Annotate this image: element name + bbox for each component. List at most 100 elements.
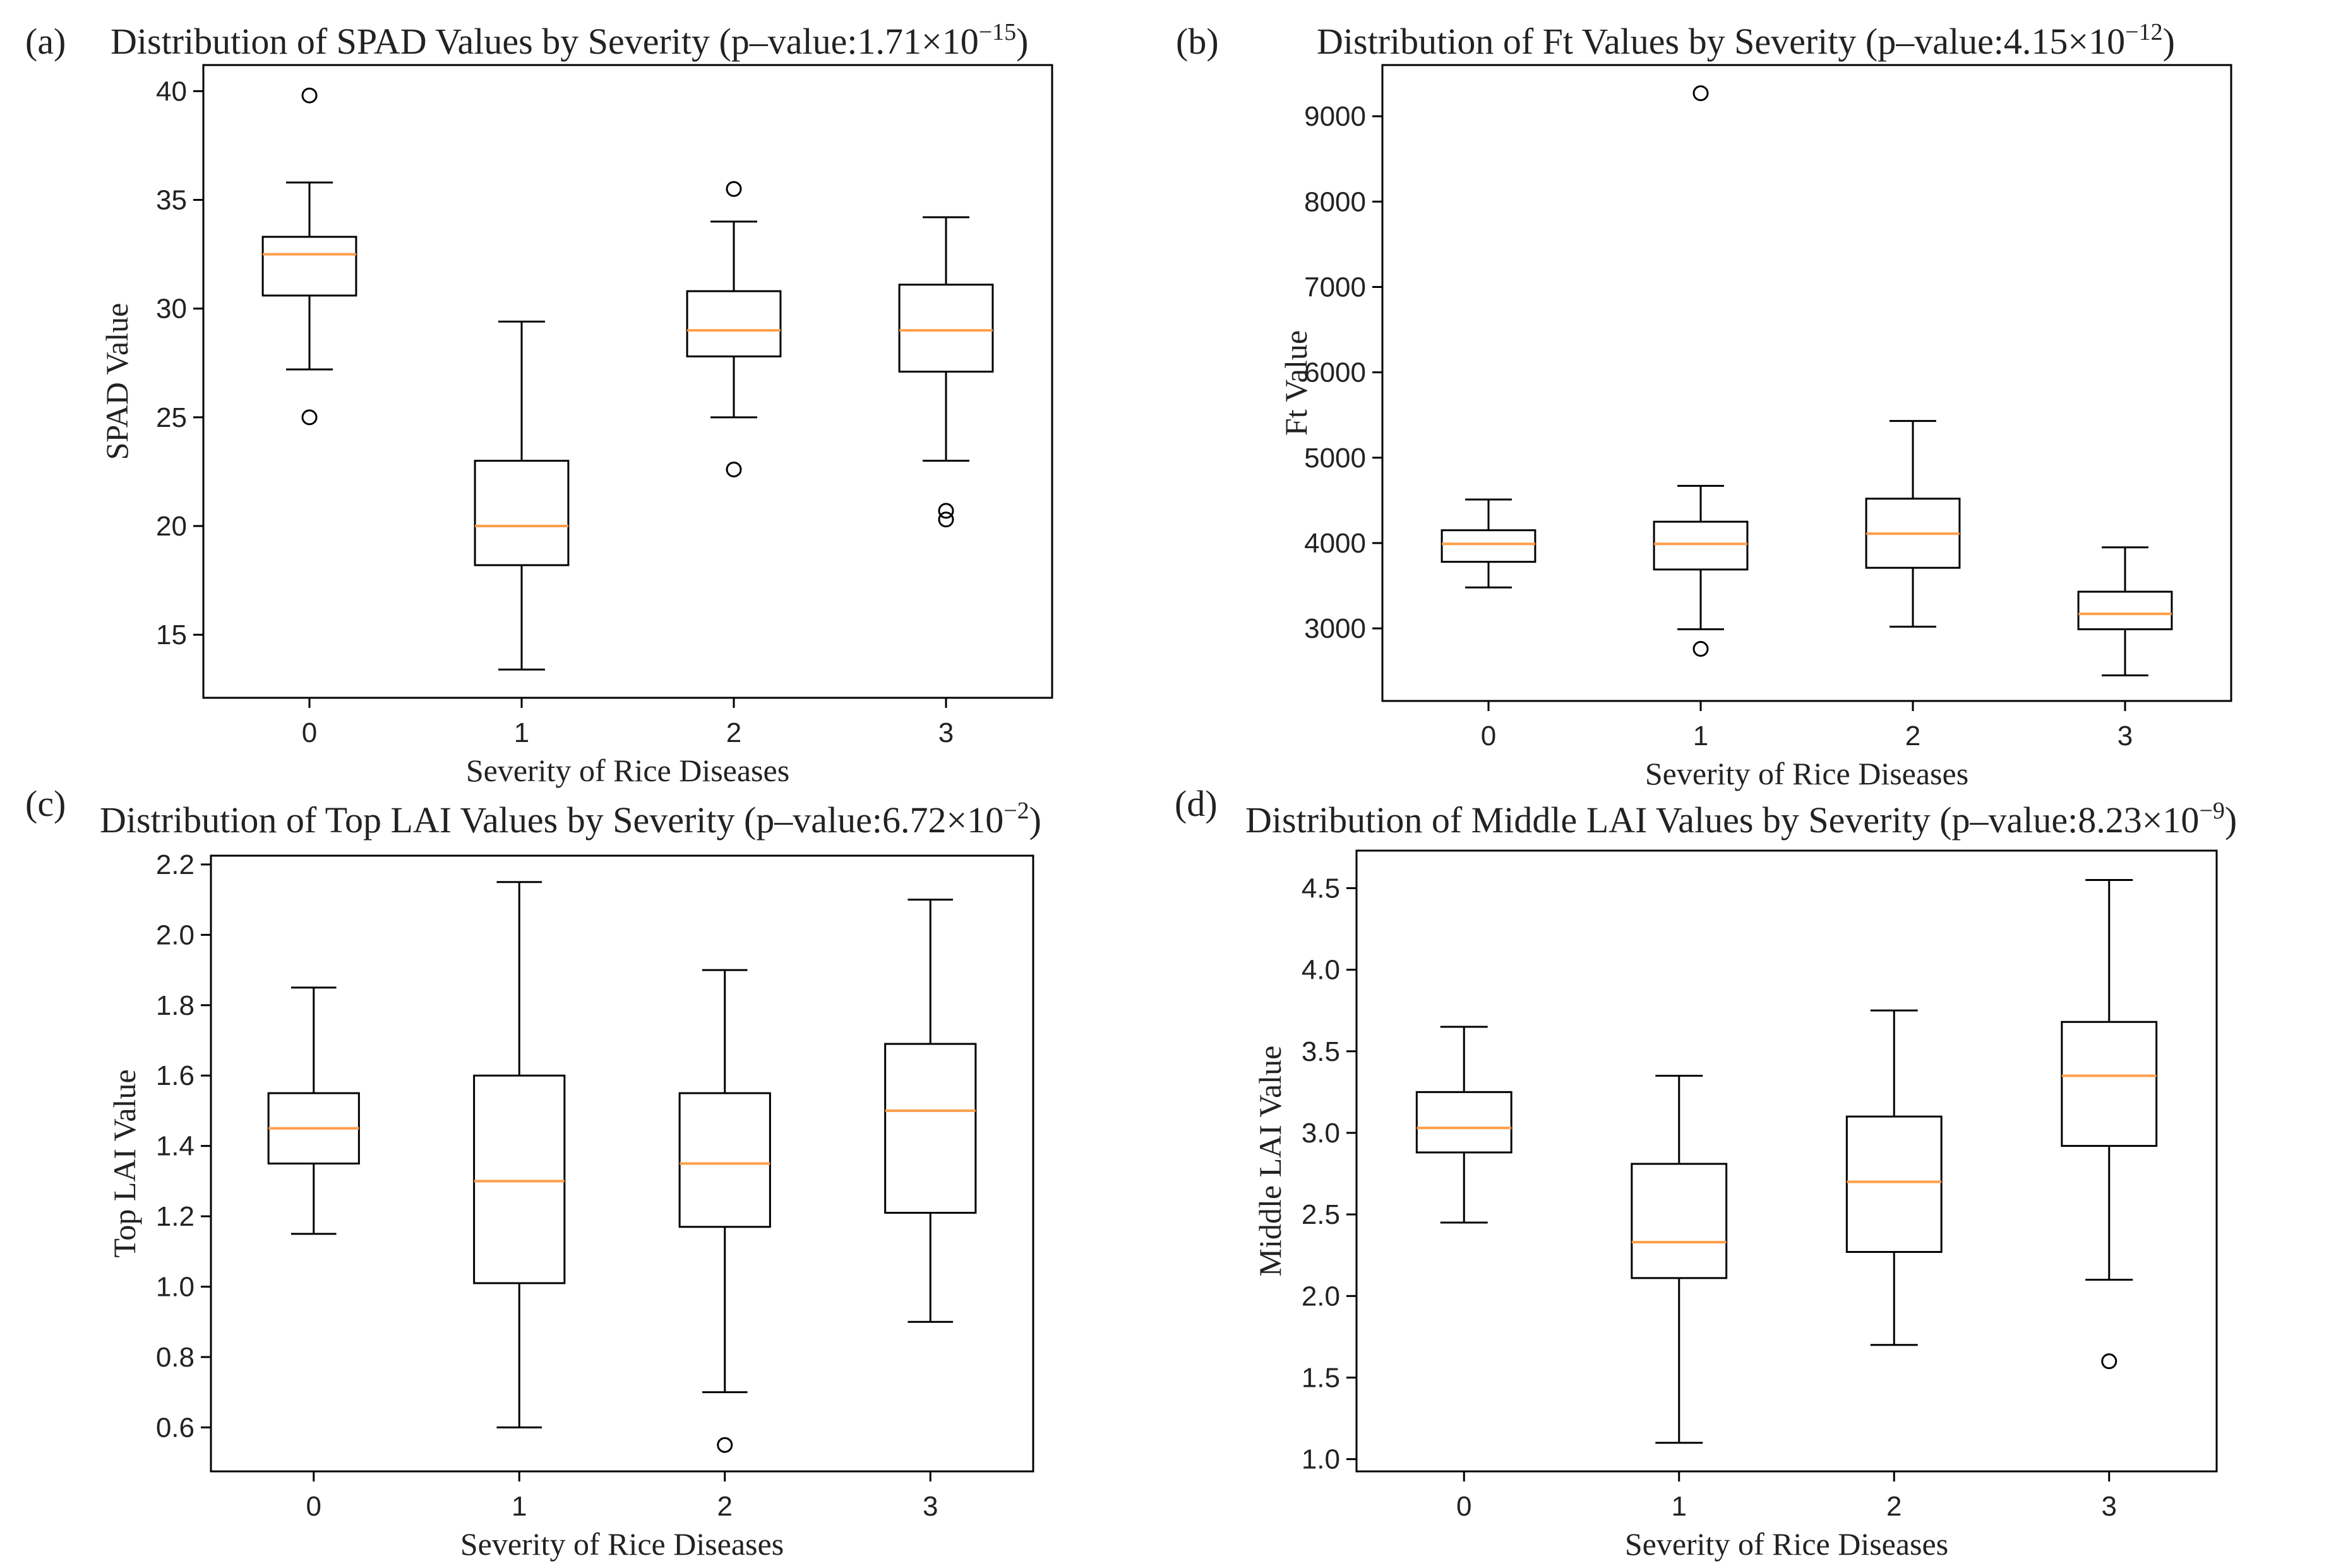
panel-b: (b) Distribution of Ft Values by Severity… [1176, 19, 2232, 791]
x-tick-label: 3 [938, 717, 954, 748]
box-category-3 [898, 216, 994, 528]
box-category-3 [884, 899, 977, 1323]
iqr-box [1631, 1163, 1728, 1279]
y-tick-label: 1.5 [1302, 1362, 1340, 1393]
outlier-point [2101, 1353, 2117, 1370]
iqr-box [2077, 590, 2173, 630]
y-tick-label: 6000 [1304, 357, 1366, 388]
iqr-box [1845, 1115, 1943, 1254]
x-tick-label: 0 [1481, 721, 1496, 751]
y-tick-label: 3.0 [1302, 1118, 1340, 1149]
chart-title-exponent: −2 [1003, 798, 1029, 824]
panel-c: (c) Distribution of Top LAI Values by Sev… [25, 783, 1041, 1562]
box-category-0 [1441, 498, 1536, 589]
outlier-point [726, 461, 742, 477]
y-tick-label: 40 [156, 76, 187, 107]
y-tick-label: 2.0 [1302, 1281, 1340, 1312]
iqr-box [678, 1092, 771, 1228]
outlier-point [301, 409, 318, 426]
box-category-2 [686, 181, 782, 477]
chart-title-exponent: −15 [979, 19, 1016, 45]
iqr-box [898, 284, 994, 373]
chart-title-exponent: −9 [2199, 798, 2224, 824]
box-category-2 [1845, 1009, 1943, 1346]
outlier-point [726, 181, 742, 197]
x-tick-label: 2 [1905, 721, 1920, 751]
x-tick-label: 2 [726, 717, 741, 748]
y-tick-label: 8000 [1304, 186, 1366, 217]
x-tick-label: 1 [514, 717, 529, 748]
panel-label: (a) [25, 21, 66, 62]
x-tick-label: 2 [1886, 1491, 1902, 1522]
iqr-box [1441, 529, 1536, 563]
chart-title-exponent: −12 [2125, 19, 2162, 45]
box-category-3 [2061, 879, 2158, 1370]
x-axis-label: Severity of Rice Diseases [1645, 756, 1968, 791]
y-tick-label: 0.8 [156, 1342, 195, 1373]
iqr-box [474, 460, 570, 566]
plot-frame [210, 854, 1034, 1473]
panel-label: (c) [25, 783, 66, 824]
y-tick-label: 15 [156, 619, 187, 650]
box-category-2 [678, 969, 771, 1453]
y-tick-label: 1.6 [156, 1060, 195, 1091]
chart-title: Distribution of Middle LAI Values by Sev… [1245, 798, 2237, 841]
y-axis-label: Middle LAI Value [1252, 1046, 1288, 1277]
x-tick-label: 2 [717, 1491, 733, 1522]
outlier-point [301, 87, 318, 104]
x-axis-label: Severity of Rice Diseases [1625, 1526, 1948, 1562]
x-tick-label: 1 [1672, 1491, 1687, 1522]
chart-title-main: Distribution of Ft Values by Severity (p… [1317, 21, 2125, 62]
y-axis-label: Ft Value [1278, 330, 1314, 436]
x-tick-label: 1 [512, 1491, 527, 1522]
y-tick-label: 0.6 [156, 1412, 195, 1443]
y-tick-label: 25 [156, 402, 187, 433]
x-axis-label: Severity of Rice Diseases [460, 1526, 784, 1562]
outlier-point [938, 512, 954, 528]
plot-frame [1355, 849, 2218, 1473]
plot-frame [1381, 64, 2232, 702]
x-axis-label: Severity of Rice Diseases [466, 753, 789, 788]
x-tick-label: 3 [2102, 1491, 2117, 1522]
box-category-3 [2077, 546, 2173, 676]
box-category-0 [261, 87, 357, 426]
chart-title-suffix: ) [2225, 799, 2237, 841]
iqr-box [884, 1043, 977, 1214]
chart-title: Distribution of Ft Values by Severity (p… [1317, 19, 2175, 62]
y-tick-label: 1.0 [1302, 1444, 1340, 1475]
x-tick-label: 1 [1693, 721, 1708, 751]
y-tick-label: 30 [156, 294, 187, 325]
iqr-box [686, 290, 782, 357]
box-category-1 [1653, 85, 1749, 657]
y-tick-label: 2.0 [156, 919, 195, 950]
x-tick-label: 0 [302, 717, 317, 748]
y-tick-label: 4000 [1304, 528, 1366, 559]
y-tick-label: 20 [156, 511, 187, 542]
y-tick-label: 3000 [1304, 613, 1366, 644]
chart-title-suffix: ) [1029, 799, 1041, 841]
y-tick-label: 1.4 [156, 1131, 195, 1162]
box-category-1 [1631, 1075, 1728, 1444]
panel-label: (d) [1175, 783, 1218, 824]
iqr-box [1415, 1091, 1512, 1154]
y-tick-label: 5000 [1304, 443, 1366, 474]
chart-title-suffix: ) [2163, 21, 2175, 62]
chart-title-main: Distribution of Top LAI Values by Severi… [100, 799, 1003, 841]
panel-d: (d) Distribution of Middle LAI Values by … [1175, 783, 2237, 1562]
x-tick-label: 0 [306, 1491, 321, 1522]
y-tick-label: 7000 [1304, 272, 1366, 302]
chart-title-main: Distribution of SPAD Values by Severity … [111, 21, 979, 62]
y-tick-label: 2.2 [156, 849, 195, 880]
iqr-box [1653, 520, 1749, 571]
x-tick-label: 3 [2117, 721, 2133, 751]
panel-label: (b) [1176, 21, 1219, 62]
plot-frame [202, 64, 1053, 699]
outlier-point [1692, 85, 1709, 102]
panel-a: (a) Distribution of SPAD Values by Severi… [25, 19, 1053, 788]
y-axis-label: Top LAI Value [107, 1069, 142, 1257]
box-category-1 [474, 320, 570, 671]
y-tick-label: 2.5 [1302, 1199, 1340, 1230]
y-tick-label: 9000 [1304, 101, 1366, 132]
iqr-box [261, 236, 357, 297]
